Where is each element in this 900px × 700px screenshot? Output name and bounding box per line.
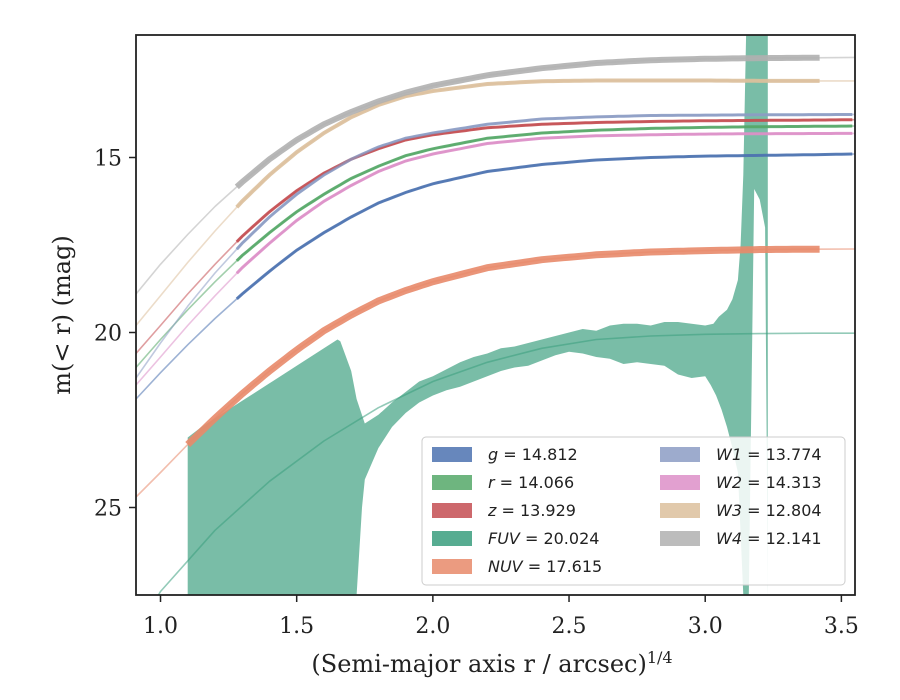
x-axis-label-main: (Semi-major axis r / arcsec) (311, 650, 646, 678)
axis-ticks: 1.0 1.5 2.0 2.5 3.0 3.5 15 20 25 (94, 147, 859, 640)
legend-swatch-W2 (660, 475, 700, 490)
y-tick-label: 20 (94, 322, 122, 347)
legend-box (421, 436, 846, 586)
series-line-FUV (157, 332, 855, 595)
legend-swatch-z (432, 503, 472, 518)
legend-value-NUV: = 17.615 (523, 557, 603, 576)
band-FUV (187, 35, 768, 595)
series-line-W2 (136, 132, 855, 386)
y-tick-label: 15 (94, 147, 122, 172)
series-line-NUV (136, 248, 855, 498)
legend-variable-g: g (488, 445, 498, 464)
series-line-g (136, 153, 855, 400)
legend-variable-FUV: FUV (488, 529, 521, 548)
legend-label-W2: W2 = 14.313 (716, 473, 822, 492)
x-axis-label: (Semi-major axis r / arcsec)1/4 (311, 648, 672, 678)
legend-value-W3: = 12.804 (742, 501, 822, 520)
legend-variable-NUV: NUV (488, 557, 524, 576)
legend-value-z: = 13.929 (496, 501, 576, 520)
legend-label-W1: W1 = 13.774 (716, 445, 822, 464)
legend-variable-W2: W2 (716, 473, 742, 492)
legend-swatch-W1 (660, 447, 700, 462)
legend-label-z: z = 13.929 (487, 501, 576, 520)
x-tick-label: 2.5 (552, 614, 587, 639)
legend-variable-z: z (487, 501, 497, 520)
x-tick-label: 3.0 (688, 614, 723, 639)
legend-swatch-g (432, 447, 472, 462)
legend-value-W2: = 14.313 (742, 473, 822, 492)
legend-variable-W4: W4 (716, 529, 742, 548)
legend-swatch-FUV (432, 531, 472, 546)
legend-variable-W3: W3 (716, 501, 742, 520)
x-tick-label: 1.0 (143, 614, 178, 639)
y-axis-label: m(< r) (mag) (48, 235, 76, 394)
legend-value-r: = 14.066 (495, 473, 575, 492)
series-line-r (136, 125, 855, 369)
legend-label-W3: W3 = 12.804 (716, 501, 822, 520)
legend-label-r: r = 14.066 (488, 473, 574, 492)
plot-frame (135, 34, 856, 596)
legend-label-NUV: NUV = 17.615 (488, 557, 602, 576)
legend-variable-W1: W1 (716, 445, 742, 464)
legend-label-g: g = 14.812 (488, 445, 578, 464)
legend-swatch-W4 (660, 531, 700, 546)
legend-value-W4: = 12.141 (742, 529, 822, 548)
band-W3 (235, 78, 820, 209)
plot-area (136, 35, 855, 595)
series-line-W3 (136, 79, 855, 327)
legend-variable-r: r (488, 473, 496, 492)
x-tick-label: 3.5 (824, 614, 859, 639)
legend-label-W4: W4 = 12.141 (716, 529, 822, 548)
legend-value-FUV: = 20.024 (520, 529, 600, 548)
legend-swatch-NUV (432, 559, 472, 574)
legend-swatch-W3 (660, 503, 700, 518)
y-tick-label: 25 (94, 497, 122, 522)
series-line-z (136, 118, 855, 355)
legend-value-g: = 14.812 (498, 445, 578, 464)
x-tick-label: 2.0 (415, 614, 450, 639)
legend-value-W1: = 13.774 (742, 445, 822, 464)
x-axis-label-exponent: 1/4 (647, 648, 673, 667)
x-tick-label: 1.5 (279, 614, 314, 639)
legend-swatch-r (432, 475, 472, 490)
legend-label-FUV: FUV = 20.024 (488, 529, 599, 548)
series-line-W4 (136, 56, 855, 295)
series-line-W1 (136, 113, 855, 379)
